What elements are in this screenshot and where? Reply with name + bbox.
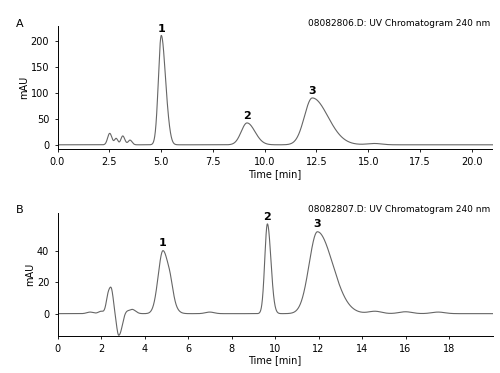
Text: 08082807.D: UV Chromatogram 240 nm: 08082807.D: UV Chromatogram 240 nm <box>308 206 490 214</box>
Text: 1: 1 <box>158 24 165 34</box>
X-axis label: Time [min]: Time [min] <box>248 169 302 179</box>
X-axis label: Time [min]: Time [min] <box>248 355 302 366</box>
Y-axis label: mAU: mAU <box>20 76 30 99</box>
Y-axis label: mAU: mAU <box>26 263 36 286</box>
Text: 3: 3 <box>308 86 316 96</box>
Text: A: A <box>16 19 24 29</box>
Text: B: B <box>16 206 24 216</box>
Text: 2: 2 <box>264 211 272 222</box>
Text: 2: 2 <box>243 111 251 121</box>
Text: 08082806.D: UV Chromatogram 240 nm: 08082806.D: UV Chromatogram 240 nm <box>308 19 490 28</box>
Text: 3: 3 <box>314 219 321 229</box>
Text: 1: 1 <box>159 238 167 248</box>
